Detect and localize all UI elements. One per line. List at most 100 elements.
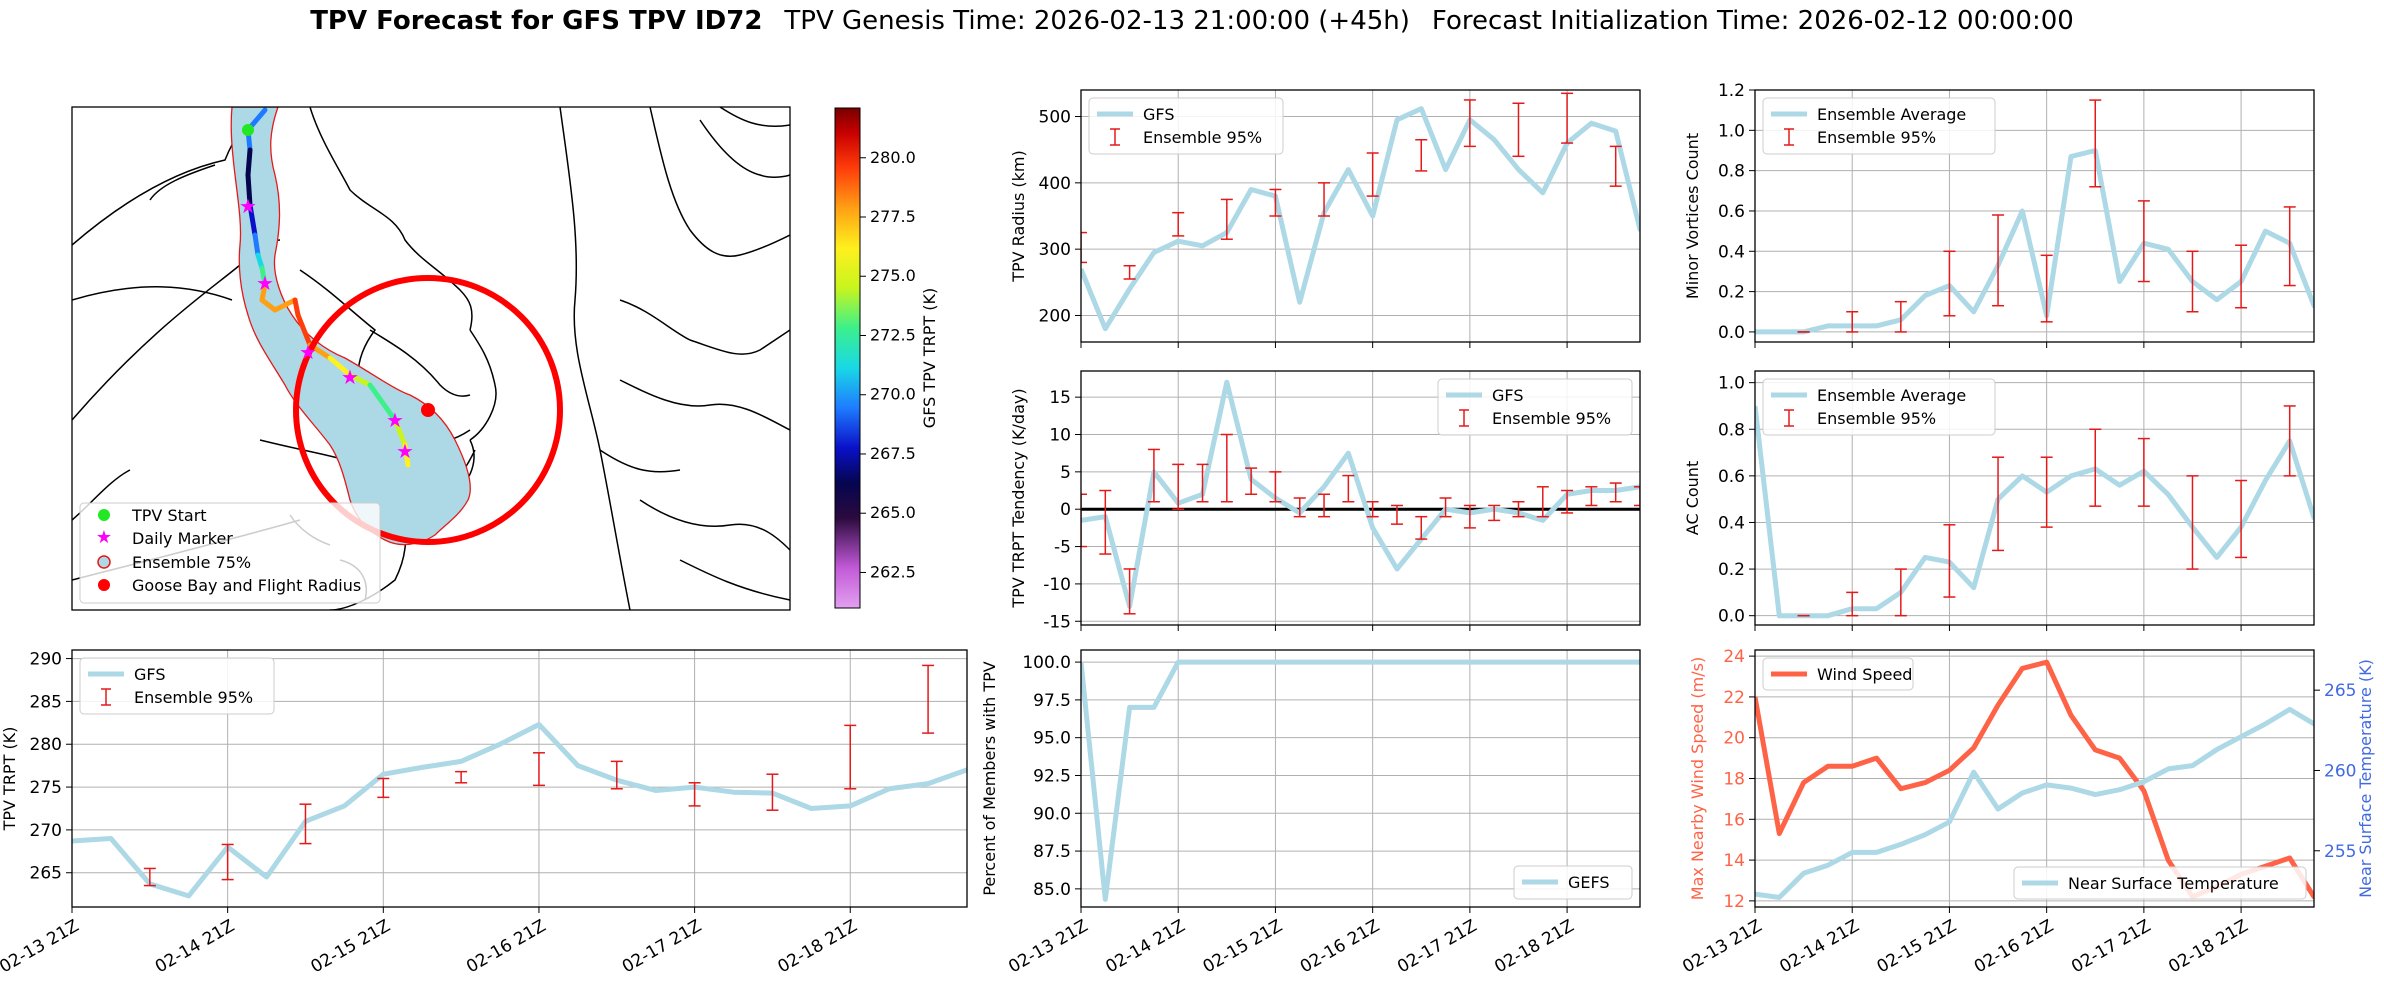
errorbar <box>377 777 390 799</box>
figure-title: TPV Forecast for GFS TPV ID72 TPV Genesis… <box>0 6 2384 36</box>
ytick-label: 0.0 <box>1718 323 1745 343</box>
legend: GFS Ensemble 95% <box>1437 378 1633 436</box>
ytick-label: 100.0 <box>1022 653 1071 673</box>
ytick-label: 0.4 <box>1718 513 1745 533</box>
map-legend-label: Goose Bay and Flight Radius <box>132 576 361 595</box>
flight-radius-circle <box>293 275 563 545</box>
errorbar <box>1147 448 1160 503</box>
ytick-label: 300 <box>1039 240 1071 260</box>
colorbar: 262.5 265.0 267.5 270.0 272.5 275.0 277.5 280.0… <box>834 107 939 609</box>
axes-frame <box>71 649 968 908</box>
xtick-label: 02-13 21Z <box>0 916 83 977</box>
colorbar-tick-label: 280.0 <box>870 148 916 167</box>
map-legend-label: TPV Start <box>131 506 207 525</box>
legend-label: Near Surface Temperature <box>2068 874 2279 893</box>
ytick-label: 14 <box>1723 851 1745 871</box>
ytick-label: 265 <box>30 864 62 884</box>
axes-frame <box>1080 649 1641 908</box>
legend-label: Ensemble Average <box>1817 105 1966 124</box>
ytick-label: -10 <box>1043 575 1071 595</box>
map-legend-label: Ensemble 75% <box>132 553 251 572</box>
xtick-label: 02-16 21Z <box>463 916 549 977</box>
plot-area <box>1081 92 1640 332</box>
ytick-label: 24 <box>1723 647 1745 667</box>
legend-label: Ensemble 95% <box>1492 409 1611 428</box>
ac-count-panel: 0.0 0.2 0.4 0.6 0.8 1.0 AC Count Ensemble Avera… <box>1683 370 2315 631</box>
tendency-panel: -15 -10 -5 0 5 10 15 TPV TRPT Tendency (K/day) G… <box>1009 370 1641 632</box>
ylabel: AC Count <box>1683 461 1702 535</box>
errorbar <box>2137 200 2150 283</box>
daily-marker: ★ <box>396 439 414 463</box>
errorbar <box>610 760 623 790</box>
errorbar <box>688 782 701 807</box>
map-panel: ★ ★ ★ ★ ★ ★ TPV Start ★ Daily Marker Ens… <box>71 106 939 611</box>
plot-area <box>72 664 967 899</box>
errorbar <box>143 867 156 887</box>
legend-box <box>79 657 275 715</box>
ytick-label: 12 <box>1723 892 1745 912</box>
xtick-label: 02-18 21Z <box>2165 916 2251 977</box>
legend-box <box>1762 97 1996 155</box>
errorbar <box>299 803 312 845</box>
errorbar <box>455 770 468 784</box>
daily-markers: ★ ★ ★ ★ ★ ★ <box>239 194 414 463</box>
ensemble-75-envelope <box>230 107 471 546</box>
errorbar <box>1269 471 1282 503</box>
errorbar <box>1172 211 1185 237</box>
colorbar-tick-label: 272.5 <box>870 325 916 344</box>
errorbar <box>1196 463 1209 503</box>
ytick-label: 90.0 <box>1033 804 1071 824</box>
errorbar <box>1512 102 1525 158</box>
series-line <box>72 722 967 899</box>
legend-label: Ensemble 95% <box>134 688 253 707</box>
errorbar <box>1245 467 1258 496</box>
plot-area <box>1755 99 2314 335</box>
trpt-panel: 265 270 275 280 285 290 02-13 21Z 02-14 21Z 02-1… <box>0 649 968 977</box>
colorbar-label: GFS TPV TRPT (K) <box>920 288 939 428</box>
errorbar <box>1415 138 1428 172</box>
xtick-label: 02-13 21Z <box>1005 916 1091 977</box>
ylabel: TPV TRPT (K) <box>0 727 19 832</box>
radius-panel: 200 300 400 500 TPV Radius (km) GFS Ensemble 9… <box>1009 89 1641 348</box>
xtick-label: 02-16 21Z <box>1297 916 1383 977</box>
xtick-label: 02-17 21Z <box>619 916 705 977</box>
legend-box <box>1088 97 1284 155</box>
errorbar <box>1081 231 1087 264</box>
ytick-label: 15 <box>1049 388 1071 408</box>
errorbar <box>1318 182 1331 217</box>
errorbar <box>1992 456 2005 552</box>
legend: GFS Ensemble 95% <box>79 657 275 715</box>
errorbar <box>1488 504 1501 522</box>
ylabel: TPV Radius (km) <box>1009 150 1028 283</box>
legend-label: Ensemble 95% <box>1817 128 1936 147</box>
legend: Near Surface Temperature <box>2013 866 2307 900</box>
errorbar <box>1846 591 1859 617</box>
legend-label: GFS <box>134 665 165 684</box>
errorbar <box>844 724 857 790</box>
errorbar <box>1561 92 1574 144</box>
errorbar <box>1390 504 1403 525</box>
errorbar <box>1269 188 1282 217</box>
errorbar <box>922 664 935 734</box>
ytick-label: 85.0 <box>1033 880 1071 900</box>
errorbar <box>2235 244 2248 309</box>
errorbar <box>2040 456 2053 528</box>
goose-bay-marker <box>421 403 435 417</box>
daily-marker: ★ <box>386 408 404 432</box>
ytick-label: 290 <box>30 650 62 670</box>
errorbar <box>2186 475 2199 570</box>
xtick-label: 02-15 21Z <box>308 916 394 977</box>
svg-text:★: ★ <box>96 527 112 548</box>
ytick-label: 92.5 <box>1033 766 1071 786</box>
errorbar <box>1609 145 1622 187</box>
axes-frame <box>1080 89 1641 343</box>
ytick-label: 500 <box>1039 108 1071 128</box>
xtick-label: 02-13 21Z <box>1679 916 1765 977</box>
ytick-right-label: 255 <box>2324 842 2356 862</box>
errorbar <box>1342 474 1355 503</box>
errorbar <box>1293 497 1306 518</box>
ytick-label: 1.0 <box>1718 121 1745 141</box>
